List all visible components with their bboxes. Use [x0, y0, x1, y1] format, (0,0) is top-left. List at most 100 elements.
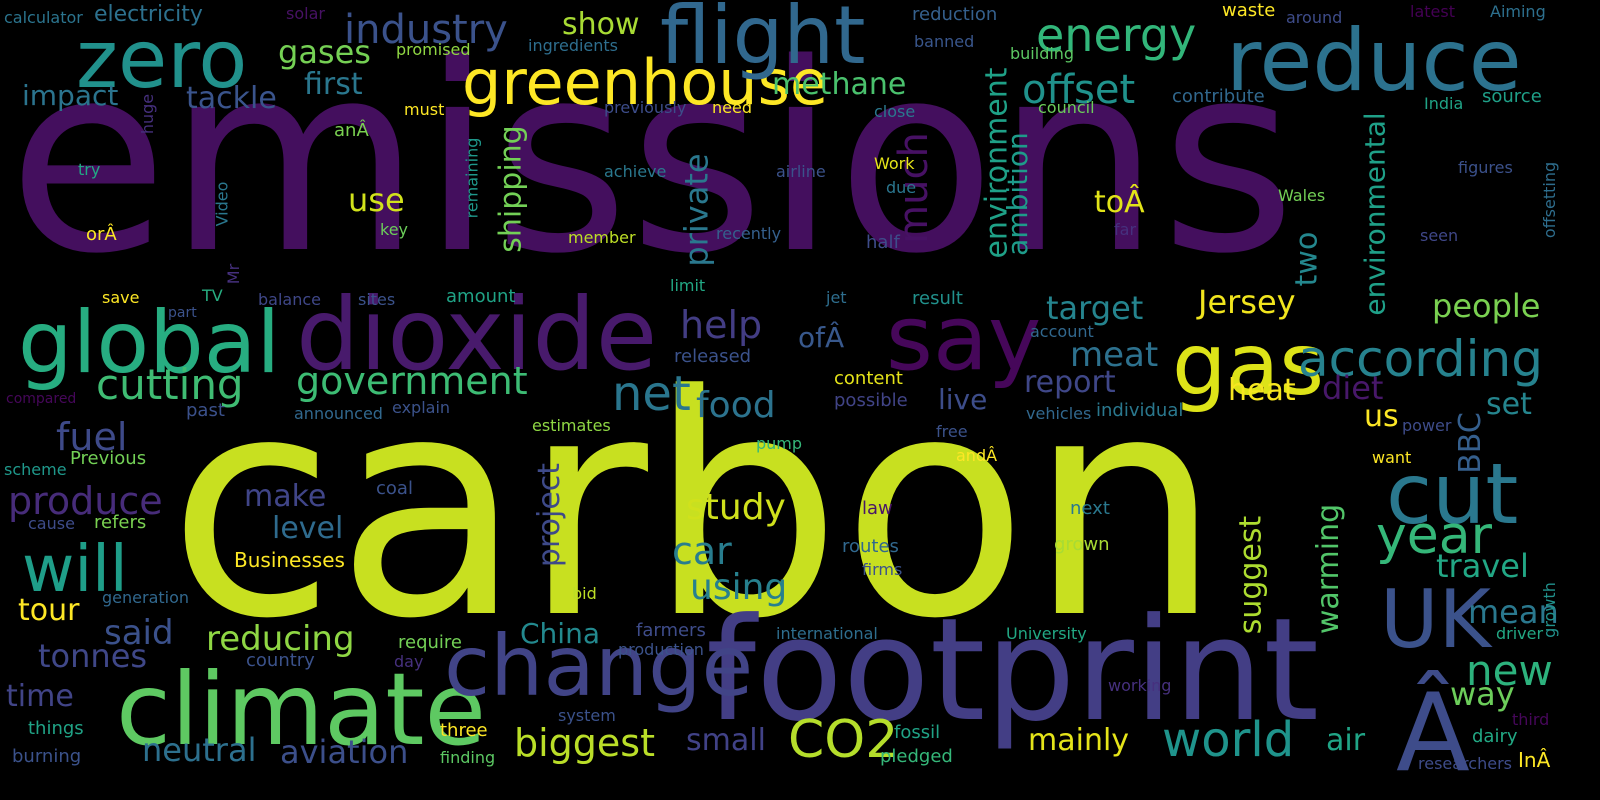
- word: fossil: [894, 722, 941, 743]
- word: Wales: [1278, 186, 1326, 205]
- word: latest: [1410, 2, 1455, 21]
- word: refers: [94, 512, 147, 533]
- word: project: [532, 462, 568, 568]
- word: Mr: [224, 263, 244, 285]
- word: farmers: [636, 620, 706, 641]
- word: environmental: [1358, 112, 1392, 316]
- word: airline: [776, 162, 826, 181]
- word: recently: [716, 224, 782, 243]
- word: change: [444, 617, 754, 715]
- word: electricity: [94, 2, 203, 27]
- word: anÂ: [334, 120, 369, 141]
- word: Jersey: [1198, 283, 1296, 321]
- word: small: [686, 723, 766, 758]
- word: dioxide: [296, 276, 658, 393]
- word: building: [1010, 44, 1075, 63]
- word: shipping: [493, 125, 529, 253]
- word: pledged: [880, 746, 953, 767]
- word: individual: [1096, 400, 1184, 421]
- word: account: [1030, 322, 1094, 341]
- word: energy: [1036, 8, 1197, 62]
- word: government: [296, 359, 528, 403]
- word: diet: [1322, 369, 1384, 407]
- word: tackle: [186, 81, 277, 116]
- word: world: [1162, 712, 1295, 768]
- word: private: [677, 153, 716, 267]
- word: zero: [76, 13, 248, 106]
- word: save: [102, 288, 140, 307]
- word: first: [304, 67, 363, 102]
- word: solar: [286, 4, 325, 23]
- word: tour: [18, 593, 80, 628]
- word: study: [686, 487, 786, 528]
- word: impact: [22, 79, 119, 112]
- word: next: [1070, 498, 1110, 519]
- word: UK: [1380, 573, 1492, 666]
- word: power: [1402, 416, 1452, 435]
- word: neutral: [142, 731, 257, 769]
- word: banned: [914, 32, 975, 51]
- word: far: [1114, 220, 1137, 239]
- word: explain: [392, 398, 451, 417]
- word: need: [712, 98, 752, 117]
- word: source: [1482, 86, 1542, 107]
- word: global: [18, 293, 281, 393]
- word: coal: [376, 478, 413, 499]
- word: possible: [834, 390, 908, 411]
- word: year: [1376, 506, 1493, 566]
- word: grown: [1054, 534, 1110, 555]
- word: net: [612, 366, 691, 422]
- word: pump: [756, 434, 803, 453]
- word: heat: [1228, 373, 1296, 408]
- word: mean: [1468, 593, 1559, 631]
- word: gases: [278, 33, 371, 71]
- word: waste: [1222, 0, 1276, 21]
- word: routes: [842, 536, 899, 557]
- word: new: [1466, 646, 1553, 695]
- word: gas: [1172, 315, 1325, 415]
- word: reducing: [206, 619, 355, 659]
- word: system: [558, 706, 616, 725]
- word: flight: [660, 0, 866, 82]
- word: close: [874, 102, 916, 121]
- word: car: [672, 529, 732, 573]
- word: ingredients: [528, 36, 619, 55]
- word: free: [936, 422, 968, 441]
- word: growth: [1539, 582, 1559, 638]
- word: dairy: [1472, 726, 1518, 747]
- word: China: [520, 617, 600, 650]
- word: achieve: [604, 162, 667, 181]
- word: cut: [1386, 445, 1519, 543]
- word: set: [1486, 387, 1532, 422]
- word: want: [1372, 448, 1412, 467]
- word: Video: [212, 181, 232, 227]
- word: climate: [116, 651, 486, 768]
- word: compared: [6, 391, 77, 407]
- word: Â: [1396, 671, 1470, 796]
- word: jet: [826, 288, 847, 307]
- word: andÂ: [956, 446, 998, 465]
- word: three: [440, 720, 488, 741]
- word: key: [380, 220, 409, 239]
- word: finding: [440, 748, 496, 767]
- word: methane: [772, 67, 907, 102]
- word: according: [1298, 330, 1543, 388]
- word: live: [938, 383, 988, 416]
- word: due: [886, 178, 917, 197]
- word: two: [1289, 231, 1325, 287]
- word: huge: [138, 93, 158, 135]
- word: help: [680, 303, 763, 347]
- word: firms: [862, 560, 903, 579]
- word: limit: [670, 276, 706, 295]
- word: said: [104, 613, 174, 653]
- word: cutting: [96, 360, 244, 409]
- word: InÂ: [1518, 748, 1551, 772]
- word: travel: [1436, 547, 1529, 585]
- word: mainly: [1028, 723, 1130, 758]
- word: using: [690, 567, 788, 608]
- word: result: [912, 288, 963, 309]
- word: way: [1450, 675, 1515, 713]
- word: University: [1006, 624, 1087, 643]
- word: working: [1108, 676, 1172, 695]
